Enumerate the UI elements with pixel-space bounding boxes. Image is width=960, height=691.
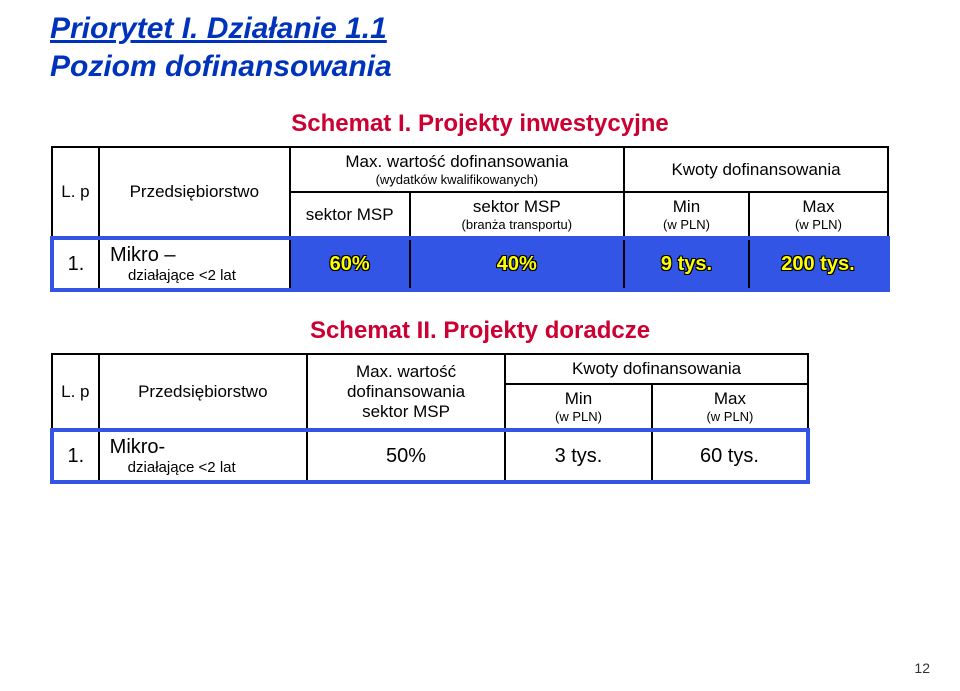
heading-line1: Priorytet I. Działanie 1.1 [50,10,910,48]
col-maxval-group: Max. wartość dofinansowania (wydatków kw… [290,147,624,192]
row-pct-2: 50% [307,430,505,482]
col-company-2: Przedsiębiorstwo [99,354,307,430]
col-sector-transport: sektor MSP (branża transportu) [410,192,625,238]
page-number: 12 [914,660,930,676]
row-min: 9 tys. [624,238,749,290]
table-row: 1. Mikro – działające <2 lat 60% 40% 9 t… [52,238,888,290]
col-lp-2: L. p [52,354,99,430]
scheme1-table: L. p Przedsiębiorstwo Max. wartość dofin… [50,146,910,292]
heading-line2: Poziom dofinansowania [50,48,910,86]
scheme2-table: L. p Przedsiębiorstwo Max. wartość dofin… [50,353,910,484]
col-maxval-2: Max. wartość dofinansowania sektor MSP [307,354,505,430]
col-kwoty-2: Kwoty dofinansowania [505,354,808,384]
col-min-2: Min (w PLN) [505,384,652,430]
scheme1-title: Schemat I. Projekty inwestycyjne [50,110,910,138]
col-maxval: Max. wartość dofinansowania [345,152,568,171]
row-max-2: 60 tys. [652,430,808,482]
row-num-2: 1. [52,430,99,482]
col-branza-sub: (branża transportu) [417,217,618,232]
row-max: 200 tys. [749,238,888,290]
row-sector-pct: 60% [290,238,410,290]
col-max: Max (w PLN) [749,192,888,238]
col-kwoty: Kwoty dofinansowania [624,147,888,192]
col-max-sub: (w PLN) [756,217,881,232]
col-max-2: Max (w PLN) [652,384,808,430]
row-min-2: 3 tys. [505,430,652,482]
col-max-sub-2: (w PLN) [659,409,801,424]
row-num: 1. [52,238,99,290]
col-min: Min (w PLN) [624,192,749,238]
scheme2-title: Schemat II. Projekty doradcze [50,317,910,345]
col-company: Przedsiębiorstwo [99,147,290,238]
row-label-2: Mikro- działające <2 lat [99,430,307,482]
row-transport-pct: 40% [410,238,625,290]
col-maxval-sub: (wydatków kwalifikowanych) [297,172,617,187]
table-row: 1. Mikro- działające <2 lat 50% 3 tys. 6… [52,430,808,482]
col-lp: L. p [52,147,99,238]
col-sector-msp: sektor MSP [290,192,410,238]
col-min-sub-2: (w PLN) [512,409,645,424]
col-min-sub: (w PLN) [631,217,742,232]
row-label: Mikro – działające <2 lat [99,238,290,290]
